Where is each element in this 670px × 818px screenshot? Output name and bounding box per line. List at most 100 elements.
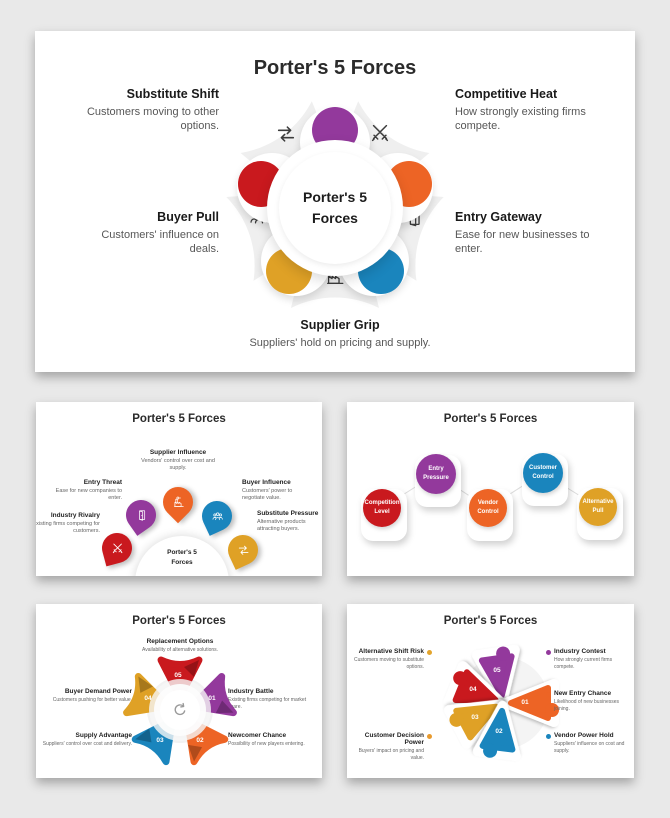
petal-number: 04 [144, 695, 152, 702]
item-desc: Likelihood of new businesses joining. [554, 699, 620, 712]
center-circle [160, 690, 200, 730]
item-alternative-shift-risk: Alternative Shift Risk Customers moving … [350, 648, 424, 671]
blade-number: 05 [493, 667, 501, 674]
item-name: Alternative Shift Risk [358, 648, 424, 655]
force-desc: Ease for new businesses to enter. [455, 229, 590, 256]
bullet-dot [546, 692, 551, 697]
swap-pin [223, 530, 263, 570]
item-desc: Existing firms competing for market shar… [228, 697, 307, 710]
slide-title: Porter's 5 Forces [132, 413, 226, 425]
item-desc: Customers' power to negotiate value. [242, 488, 293, 502]
item-desc: Buyers' impact on pricing and value. [358, 748, 424, 761]
blade-number: 02 [495, 728, 503, 735]
item-desc: How strongly current firms compete. [554, 657, 613, 670]
pentagon-slide[interactable]: Porter's 5 Forces Replacement Options Av… [36, 604, 322, 778]
item-name: Replacement Options [146, 638, 214, 645]
item-substitute-pressure: Substitute Pressure Alternative products… [257, 510, 319, 534]
petal-number: 02 [196, 737, 204, 744]
force-name: Entry Gateway [455, 210, 542, 224]
five-forces-flower-diagram: Porter's 5 Forces [205, 78, 465, 338]
item-desc: Customers pushing for better value. [52, 697, 132, 703]
force-name: Supplier Grip [300, 318, 380, 332]
force-desc: Suppliers' hold on pricing and supply. [249, 337, 431, 349]
bullet-dot [546, 734, 551, 739]
force-label-buyer-pull: Buyer Pull Customers' influence on deals… [79, 210, 219, 257]
item-supply-advantage: Supply Advantage Suppliers' control over… [40, 732, 132, 748]
bullet-dot [427, 734, 432, 739]
door-pin [120, 494, 162, 536]
item-replacement-options: Replacement Options Availability of alte… [99, 638, 261, 654]
item-desc: Alternative products attracting buyers. [257, 519, 306, 533]
item-new-entry-chance: New Entry Chance Likelihood of new busin… [554, 690, 634, 713]
item-industry-contest: Industry Contest How strongly current fi… [554, 648, 632, 671]
item-buyer-influence: Buyer Influence Customers' power to nego… [242, 479, 312, 503]
swords-pin [98, 529, 136, 567]
swap-arrows-icon [275, 123, 297, 145]
circle-alternative-pull: Alternative Pull [579, 488, 617, 526]
crossed-swords-icon [369, 122, 391, 144]
blade-number: 01 [521, 699, 529, 706]
force-label-competitive-heat: Competitive Heat How strongly existing f… [455, 87, 605, 134]
slide-title: Porter's 5 Forces [443, 413, 538, 425]
force-label-entry-gateway: Entry Gateway Ease for new businesses to… [455, 210, 605, 257]
petal-number: 01 [208, 695, 216, 702]
force-desc: How strongly existing firms compete. [455, 106, 586, 133]
item-vendor-power-hold: Vendor Power Hold Suppliers' influence o… [554, 732, 632, 755]
item-name: Supplier Influence [149, 449, 207, 456]
item-name: Industry Battle [228, 688, 274, 695]
bullet-dot [546, 650, 551, 655]
item-industry-battle: Industry Battle Existing firms competing… [228, 688, 320, 711]
item-desc: Possibility of new players entering. [228, 741, 305, 747]
blade-number: 03 [471, 714, 479, 721]
center-circle: Porter's 5 Forces [279, 152, 391, 264]
item-industry-rivalry: Industry Rivalry Existing firms competin… [36, 512, 100, 536]
slide-title: Porter's 5 Forces [253, 57, 417, 79]
pins-arc-slide[interactable]: Porter's 5 Forces Supplier Influence Ven… [36, 402, 322, 576]
item-name: Buyer Demand Power [64, 688, 132, 695]
circles-slide[interactable]: Porter's 5 Forces Competition Level Entr… [347, 402, 634, 576]
item-supplier-influence: Supplier Influence Vendors' control over… [128, 449, 228, 473]
force-desc: Customers' influence on deals. [101, 229, 219, 256]
item-entry-threat: Entry Threat Ease for new companies to e… [42, 479, 122, 503]
circle-vendor-control: Vendor Control [469, 489, 507, 527]
petal-number: 05 [174, 672, 182, 679]
item-desc: Suppliers' influence on cost and supply. [554, 741, 625, 754]
item-name: Vendor Power Hold [554, 732, 614, 739]
slide-title: Porter's 5 Forces [443, 615, 538, 627]
factory-pin [156, 480, 200, 524]
center-semicircle: Porter's 5 Forces [135, 536, 229, 576]
force-name: Competitive Heat [455, 87, 558, 101]
main-slide[interactable]: Porter's 5 Forces Substitute Shift Custo… [35, 31, 635, 372]
item-name: Supply Advantage [75, 732, 132, 739]
item-desc: Availability of alternative solutions. [141, 647, 219, 653]
item-desc: Vendors' control over cost and supply. [141, 458, 215, 472]
people-pin [197, 496, 237, 536]
circle-competition-level: Competition Level [363, 489, 401, 527]
item-desc: Customers moving to substitute options. [353, 657, 424, 670]
pinwheel-triangles [443, 644, 559, 761]
refresh-icon [174, 702, 186, 716]
item-name: Industry Contest [554, 648, 606, 655]
item-name: Buyer Influence [242, 479, 291, 486]
item-newcomer-chance: Newcomer Chance Possibility of new playe… [228, 732, 320, 748]
petal-number: 03 [156, 737, 164, 744]
item-name: Newcomer Chance [228, 732, 287, 739]
item-name: Substitute Pressure [257, 510, 319, 517]
force-name: Buyer Pull [157, 210, 219, 224]
pinwheel-slide[interactable]: Porter's 5 Forces [347, 604, 634, 778]
force-desc: Customers moving to other options. [86, 106, 219, 133]
force-label-supplier-grip: Supplier Grip Suppliers' hold on pricing… [235, 318, 445, 350]
force-label-substitute-shift: Substitute Shift Customers moving to oth… [79, 87, 219, 134]
item-buyer-demand-power: Buyer Demand Power Customers pushing for… [40, 688, 132, 704]
circle-customer-control: Customer Control [523, 453, 563, 493]
item-customer-decision-power: Customer Decision Power Buyers' impact o… [347, 732, 424, 762]
item-name: Industry Rivalry [50, 512, 100, 519]
item-name: Customer Decision Power [364, 732, 424, 746]
item-desc: Ease for new companies to enter. [55, 488, 122, 502]
force-name: Substitute Shift [126, 87, 219, 101]
blade-number: 04 [469, 686, 477, 693]
item-name: New Entry Chance [554, 690, 612, 697]
slide-title: Porter's 5 Forces [132, 615, 226, 627]
item-desc: Existing firms competing for customers. [36, 521, 100, 535]
